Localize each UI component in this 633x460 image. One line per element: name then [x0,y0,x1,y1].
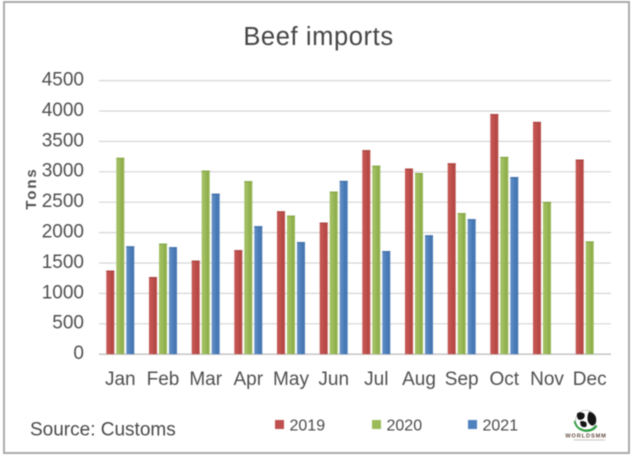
svg-text:2019: 2019 [290,418,326,435]
svg-text:Mar: Mar [189,369,222,390]
svg-text:Feb: Feb [147,369,180,390]
svg-text:1500: 1500 [42,252,84,273]
svg-text:3000: 3000 [42,161,84,182]
svg-text:Tons: Tons [23,167,40,209]
svg-text:4500: 4500 [42,70,84,91]
svg-text:WORLDSMM: WORLDSMM [565,434,607,440]
svg-text:Jan: Jan [105,369,136,390]
svg-text:Jun: Jun [318,369,349,390]
svg-text:Sep: Sep [445,369,479,390]
svg-text:Source: Customs: Source: Customs [30,420,176,441]
svg-text:0: 0 [73,343,84,364]
svg-text:3500: 3500 [42,130,84,151]
svg-text:May: May [273,369,309,390]
svg-text:1000: 1000 [42,282,84,303]
svg-text:Dec: Dec [573,369,607,390]
svg-text:Beef imports: Beef imports [243,23,393,51]
svg-text:500: 500 [52,313,84,334]
svg-text:Oct: Oct [490,369,520,390]
svg-text:Aug: Aug [402,369,436,390]
svg-text:Jul: Jul [364,369,388,390]
svg-text:2500: 2500 [42,191,84,212]
svg-text:2021: 2021 [483,418,519,435]
svg-text:2000: 2000 [42,222,84,243]
svg-text:Nov: Nov [530,369,564,390]
svg-text:Apr: Apr [234,369,264,390]
svg-text:2020: 2020 [387,418,423,435]
svg-text:4000: 4000 [42,100,84,121]
